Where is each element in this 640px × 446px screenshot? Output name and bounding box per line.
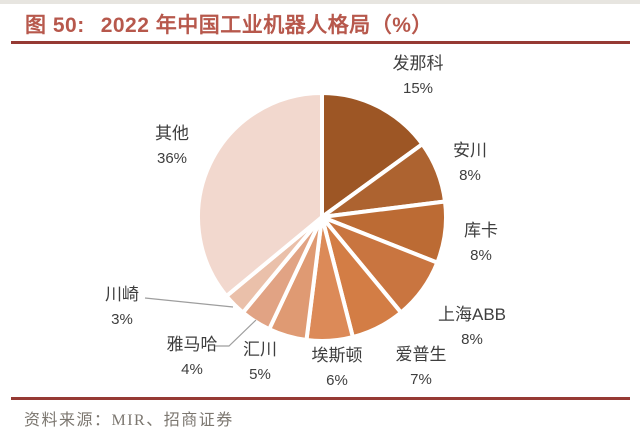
- figure-number: 图 50:: [25, 14, 85, 37]
- pie-slice-10: [196, 91, 324, 299]
- slice-label-8: 雅马哈 4%: [167, 333, 218, 382]
- slice-percent: 8%: [470, 247, 492, 264]
- leader-line: [144, 297, 234, 308]
- slice-label-1: 发那科 15%: [393, 52, 444, 101]
- footer-rule: [11, 397, 630, 400]
- slice-percent: 4%: [181, 361, 203, 378]
- slice-percent: 3%: [111, 311, 133, 328]
- slice-percent: 36%: [156, 150, 188, 167]
- leader-line: [215, 319, 257, 347]
- slice-label-6: 埃斯顿 6%: [312, 344, 363, 393]
- slice-percent: 5%: [249, 366, 271, 383]
- figure-title: 2022 年中国工业机器人格局（%）: [100, 14, 433, 37]
- slice-percent: 7%: [410, 371, 432, 388]
- slice-label-9: 川崎 3%: [105, 283, 139, 332]
- source-note: 资料来源：MIR、招商证券: [24, 412, 234, 429]
- slice-label-10: 其他 36%: [155, 122, 189, 171]
- slice-label-7: 汇川 5%: [243, 338, 277, 387]
- slice-label-2: 安川 8%: [453, 139, 487, 188]
- figure-caption: 图 50: 2022 年中国工业机器人格局（%）: [25, 9, 433, 39]
- slice-percent: 15%: [402, 80, 434, 97]
- slice-percent: 8%: [459, 167, 481, 184]
- slice-name: 汇川: [243, 340, 277, 359]
- title-underline: [11, 41, 630, 44]
- slice-name: 爱普生: [395, 345, 447, 364]
- slice-percent: 8%: [461, 331, 483, 348]
- slice-label-4: 上海ABB 8%: [438, 303, 506, 352]
- slice-name: 上海ABB: [437, 305, 507, 324]
- slice-label-3: 库卡 8%: [464, 219, 498, 268]
- slice-name: 安川: [453, 141, 487, 160]
- slice-name: 雅马哈: [166, 335, 218, 354]
- slice-name: 库卡: [464, 221, 498, 240]
- slice-name: 川崎: [105, 285, 139, 304]
- slice-name: 发那科: [392, 54, 444, 73]
- slice-percent: 6%: [326, 372, 348, 389]
- slice-name: 其他: [155, 124, 189, 143]
- pie-slice-1: [320, 91, 425, 219]
- slice-label-5: 爱普生 7%: [396, 343, 447, 392]
- slice-name: 埃斯顿: [311, 346, 363, 365]
- page-edge-strip: [0, 0, 640, 4]
